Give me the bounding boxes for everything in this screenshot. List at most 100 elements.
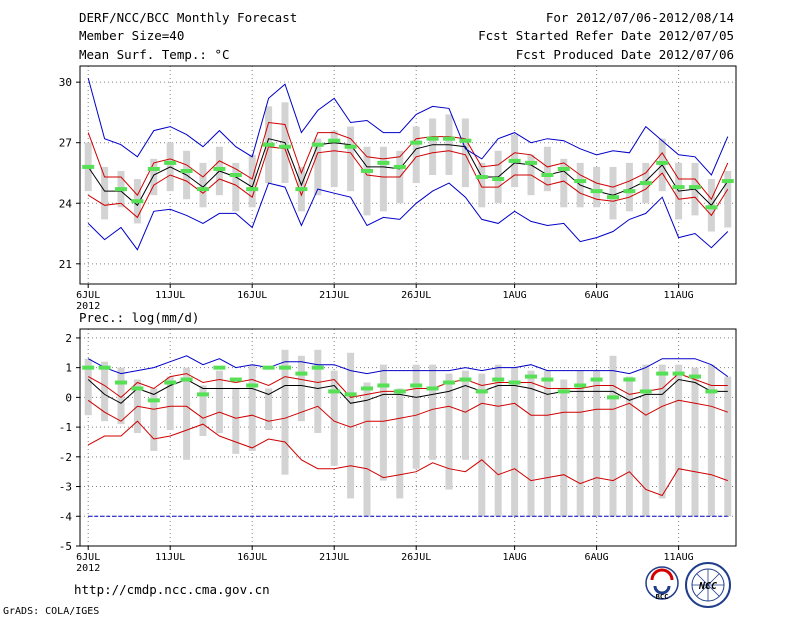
prec-xtick-label-7: 11AUG bbox=[664, 552, 694, 563]
prec-box-19 bbox=[396, 388, 404, 499]
temp-xtick-label-3: 21JUL bbox=[319, 290, 349, 301]
prec-observed-10 bbox=[246, 383, 259, 388]
prec-box-28 bbox=[543, 370, 551, 517]
start-date-label: Fcst Started Refer Date 2012/07/05 bbox=[478, 28, 734, 43]
temp-observed-30 bbox=[574, 179, 587, 184]
temp-box-7 bbox=[199, 162, 207, 208]
prec-observed-32 bbox=[607, 395, 619, 400]
prec-box-36 bbox=[675, 364, 683, 517]
temp-observed-25 bbox=[492, 177, 505, 182]
prec-box-0 bbox=[84, 358, 92, 416]
temp-box-24 bbox=[478, 162, 486, 208]
prec-observed-27 bbox=[525, 374, 537, 379]
temp-box-21 bbox=[429, 118, 437, 175]
temp-variable-label: Mean Surf. Temp.: °C bbox=[79, 47, 230, 62]
temp-xtick-label-1: 11JUL bbox=[155, 290, 185, 301]
temp-box-1 bbox=[101, 166, 109, 220]
prec-box-18 bbox=[379, 364, 387, 481]
temp-observed-7 bbox=[197, 187, 209, 192]
prec-observed-2 bbox=[115, 380, 127, 385]
prec-xtick-label-4: 26JUL bbox=[401, 552, 431, 563]
prec-box-12 bbox=[281, 349, 289, 475]
prec-year-label: 2012 bbox=[76, 563, 100, 574]
prec-box-5 bbox=[166, 376, 174, 431]
prec-box-7 bbox=[199, 385, 207, 437]
prec-box-33 bbox=[625, 376, 633, 517]
temp-observed-26 bbox=[508, 158, 521, 163]
temp-observed-37 bbox=[689, 185, 701, 190]
temp-line-upper-spread bbox=[87, 121, 729, 201]
prec-box-34 bbox=[642, 364, 650, 517]
prec-line-upper-spread bbox=[87, 373, 728, 399]
prec-box-25 bbox=[494, 364, 502, 517]
temp-box-20 bbox=[412, 126, 420, 184]
temp-xtick-label-7: 11AUG bbox=[664, 290, 694, 301]
prec-observed-31 bbox=[590, 377, 603, 382]
temp-observed-11 bbox=[262, 142, 275, 147]
prec-line-lower-spread-2 bbox=[87, 420, 728, 497]
prec-observed-16 bbox=[344, 392, 357, 397]
prec-box-20 bbox=[412, 364, 420, 469]
temp-observed-34 bbox=[639, 181, 652, 186]
temp-observed-36 bbox=[672, 185, 685, 190]
prec-box-23 bbox=[461, 370, 469, 460]
temp-box-16 bbox=[347, 126, 355, 192]
prec-box-9 bbox=[232, 388, 240, 454]
temp-observed-22 bbox=[443, 136, 455, 141]
temp-xtick-label-6: 6AUG bbox=[585, 290, 609, 301]
prec-xtick-label-0: 6JUL bbox=[76, 552, 100, 563]
temp-observed-0 bbox=[82, 164, 95, 169]
prec-box-29 bbox=[560, 379, 568, 517]
prec-box-10 bbox=[248, 364, 256, 451]
prec-box-13 bbox=[297, 355, 305, 422]
prec-xtick-label-1: 11JUL bbox=[155, 552, 185, 563]
member-size-label: Member Size=40 bbox=[79, 28, 184, 43]
source-url[interactable]: http://cmdp.ncc.cma.gov.cn bbox=[74, 582, 270, 597]
temp-box-29 bbox=[560, 158, 568, 208]
temp-observed-6 bbox=[180, 168, 193, 173]
prec-observed-22 bbox=[443, 380, 455, 385]
temp-observed-9 bbox=[229, 173, 242, 177]
prec-line-ensemble-max bbox=[87, 355, 729, 378]
produced-date-label: Fcst Produced Date 2012/07/06 bbox=[516, 47, 734, 62]
bcc-logo: BCC bbox=[645, 566, 679, 601]
prec-xtick-label-3: 21JUL bbox=[319, 552, 349, 563]
prec-observed-17 bbox=[361, 386, 373, 391]
temp-observed-33 bbox=[623, 189, 636, 194]
prec-observed-20 bbox=[410, 383, 423, 388]
prec-observed-14 bbox=[311, 365, 324, 370]
temp-observed-18 bbox=[377, 160, 390, 165]
prec-observed-38 bbox=[705, 389, 718, 394]
prec-xtick-label-5: 1AUG bbox=[503, 552, 527, 563]
prec-box-15 bbox=[330, 370, 338, 466]
temp-box-33 bbox=[625, 162, 633, 212]
ncc-logo-text: NCC bbox=[698, 581, 717, 592]
temp-box-15 bbox=[330, 130, 338, 188]
prec-observed-13 bbox=[295, 371, 308, 376]
prec-ytick-label-0: -5 bbox=[59, 540, 72, 553]
temp-box-31 bbox=[593, 166, 601, 208]
prec-observed-37 bbox=[689, 374, 701, 379]
prec-ytick-label-3: -2 bbox=[59, 451, 72, 464]
temp-observed-12 bbox=[279, 144, 291, 149]
prec-observed-11 bbox=[262, 365, 275, 370]
prec-ytick-label-2: -3 bbox=[59, 481, 72, 494]
temp-observed-29 bbox=[557, 166, 570, 171]
prec-box-2 bbox=[117, 367, 125, 425]
temp-xtick-label-4: 26JUL bbox=[401, 290, 431, 301]
temp-observed-21 bbox=[426, 136, 439, 141]
prec-box-30 bbox=[576, 370, 584, 517]
prec-box-8 bbox=[215, 370, 223, 434]
temp-box-9 bbox=[232, 162, 240, 212]
prec-observed-34 bbox=[639, 389, 652, 394]
prec-observed-19 bbox=[393, 389, 406, 394]
chart-title: DERF/NCC/BCC Monthly Forecast bbox=[79, 10, 297, 25]
temp-ytick-label-0: 21 bbox=[59, 258, 72, 271]
temp-line-ensemble-mean bbox=[87, 138, 729, 207]
prec-ytick-label-6: 1 bbox=[65, 362, 72, 375]
prec-box-35 bbox=[658, 364, 666, 499]
temp-xtick-label-2: 16JUL bbox=[237, 290, 267, 301]
temp-observed-27 bbox=[525, 160, 537, 165]
